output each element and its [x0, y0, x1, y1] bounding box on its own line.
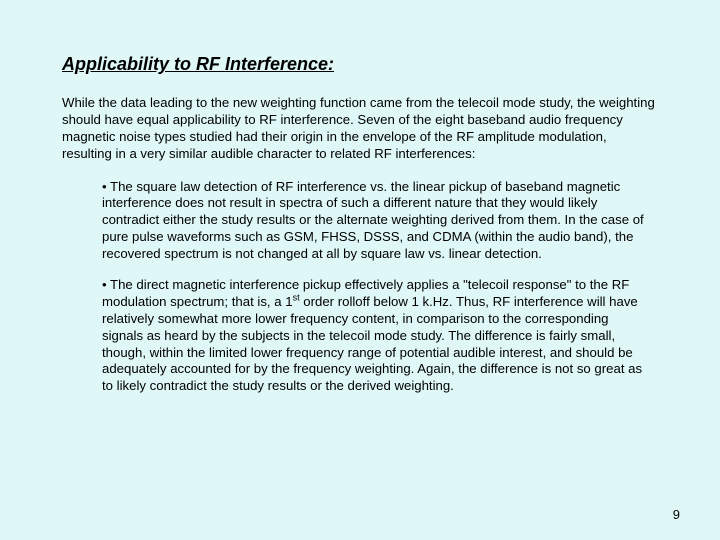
- slide-container: Applicability to RF Interference: While …: [0, 0, 720, 540]
- superscript-st: st: [293, 293, 300, 303]
- bullet-item-2: • The direct magnetic interference picku…: [102, 277, 648, 395]
- bullet-list: • The square law detection of RF interfe…: [62, 179, 658, 396]
- intro-paragraph: While the data leading to the new weight…: [62, 95, 658, 163]
- bullet-item-1: • The square law detection of RF interfe…: [102, 179, 648, 263]
- page-number: 9: [673, 507, 680, 522]
- slide-title: Applicability to RF Interference:: [62, 54, 658, 75]
